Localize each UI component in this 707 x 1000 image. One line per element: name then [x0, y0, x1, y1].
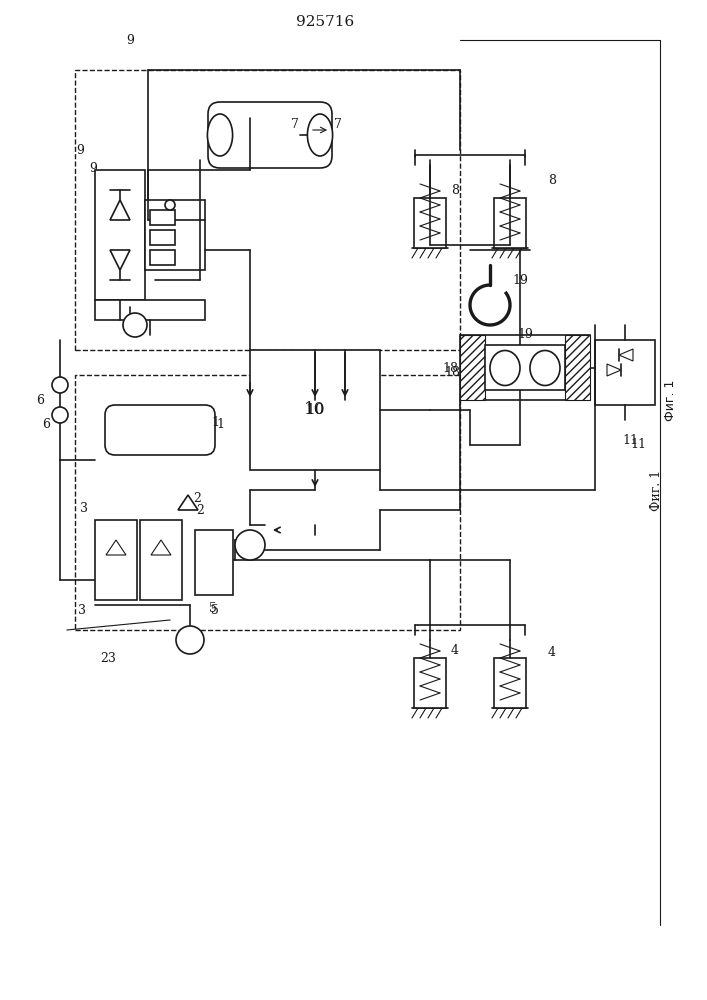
Text: 7: 7 — [291, 118, 299, 131]
Text: 5: 5 — [211, 603, 219, 616]
Circle shape — [123, 313, 147, 337]
Bar — [414, 658, 446, 708]
Text: 3: 3 — [78, 603, 86, 616]
Bar — [95, 300, 205, 320]
Text: 9: 9 — [126, 33, 134, 46]
Polygon shape — [110, 250, 130, 270]
Text: 18: 18 — [442, 361, 458, 374]
Polygon shape — [619, 349, 633, 361]
Bar — [150, 210, 175, 225]
Text: 19: 19 — [512, 273, 528, 286]
Text: 19: 19 — [517, 328, 533, 342]
Text: 2: 2 — [193, 492, 201, 506]
Bar — [220, 114, 320, 156]
Text: 4: 4 — [451, 644, 459, 656]
FancyBboxPatch shape — [105, 405, 215, 455]
Bar — [145, 200, 205, 270]
Bar — [494, 198, 526, 248]
Text: 1: 1 — [216, 418, 224, 432]
Bar — [150, 230, 175, 245]
Text: 10: 10 — [305, 401, 326, 418]
Circle shape — [52, 377, 68, 393]
Text: 10: 10 — [305, 403, 325, 417]
Polygon shape — [607, 364, 621, 376]
Bar — [460, 335, 590, 400]
Text: 12: 12 — [244, 540, 256, 550]
Text: 6: 6 — [42, 418, 50, 432]
Text: 18: 18 — [444, 365, 460, 378]
Circle shape — [165, 200, 175, 210]
Circle shape — [52, 407, 68, 423]
Text: 11: 11 — [630, 438, 646, 450]
Bar — [95, 170, 145, 300]
Text: Фиг. 1: Фиг. 1 — [663, 379, 677, 421]
Bar — [140, 520, 182, 600]
Text: 925716: 925716 — [296, 15, 354, 29]
Text: Фиг. 1: Фиг. 1 — [650, 469, 663, 511]
Ellipse shape — [490, 351, 520, 385]
Bar — [414, 198, 446, 248]
Bar — [150, 250, 175, 265]
Bar — [460, 335, 485, 400]
Bar — [75, 375, 460, 630]
Bar — [485, 345, 565, 390]
Polygon shape — [106, 540, 126, 555]
Bar — [565, 335, 590, 400]
Text: 4: 4 — [548, 647, 556, 660]
Bar — [250, 350, 380, 470]
Text: 23: 23 — [184, 636, 197, 645]
Bar — [494, 658, 526, 708]
Text: 13: 13 — [129, 320, 141, 330]
Text: 3: 3 — [80, 502, 88, 514]
Text: 9: 9 — [76, 143, 84, 156]
Ellipse shape — [308, 114, 332, 156]
Ellipse shape — [207, 114, 233, 156]
Text: 11: 11 — [622, 434, 638, 446]
Text: 1: 1 — [211, 416, 219, 428]
Bar — [75, 70, 460, 350]
Text: 23: 23 — [100, 652, 116, 664]
Text: 8: 8 — [451, 184, 459, 196]
Bar — [595, 340, 655, 405]
Text: 5: 5 — [209, 601, 217, 614]
Text: 6: 6 — [36, 393, 44, 406]
Text: 7: 7 — [334, 118, 342, 131]
Polygon shape — [178, 495, 198, 510]
Bar — [95, 520, 137, 600]
Text: 9: 9 — [89, 161, 97, 174]
Text: 2: 2 — [196, 504, 204, 516]
Ellipse shape — [530, 351, 560, 385]
Circle shape — [176, 626, 204, 654]
Circle shape — [235, 530, 265, 560]
Bar — [195, 530, 233, 595]
Polygon shape — [110, 200, 130, 220]
Text: 8: 8 — [548, 174, 556, 186]
Polygon shape — [151, 540, 171, 555]
FancyBboxPatch shape — [208, 102, 332, 168]
